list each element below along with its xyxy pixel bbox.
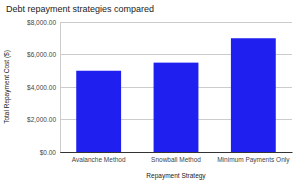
y-axis-line <box>60 23 61 153</box>
y-tick-label: $6,000.00 <box>27 51 56 58</box>
y-tick-label: $4,000.00 <box>27 84 56 91</box>
bars <box>76 38 276 152</box>
y-tick: $2,000.00 <box>27 116 60 123</box>
y-tick-label: $8,000.00 <box>27 19 56 26</box>
x-axis-line <box>61 152 293 153</box>
y-tick: $8,000.00 <box>27 19 60 26</box>
bar <box>154 63 199 152</box>
y-axis-title: Total Repayment Cost ($) <box>3 50 11 124</box>
y-axis: $0.00 $2,000.00 $4,000.00 $6,000.00 $8,000.0… <box>27 19 60 156</box>
background <box>0 0 300 186</box>
x-axis-title: Repayment Strategy <box>146 172 206 180</box>
x-tick: Avalanche Method <box>72 152 126 163</box>
grid <box>60 22 292 152</box>
title: Debt repayment strategies compared <box>6 4 154 14</box>
y-tick: $6,000.00 <box>27 51 60 58</box>
x-tick-label: Minimum Payments Only <box>217 156 290 164</box>
x-axis: Avalanche Method Snowball Method Minimum P… <box>61 152 293 164</box>
y-tick: $4,000.00 <box>27 84 60 91</box>
x-tick: Minimum Payments Only <box>217 152 290 164</box>
y-tick-label: $2,000.00 <box>27 116 56 123</box>
x-tick: Snowball Method <box>151 152 201 163</box>
x-tick-label: Avalanche Method <box>72 156 126 163</box>
grid-line <box>60 22 292 23</box>
bar <box>76 71 121 152</box>
x-tick-label: Snowball Method <box>151 156 201 163</box>
plot: $0.00 $2,000.00 $4,000.00 $6,000.00 $8,000.0… <box>27 19 292 164</box>
y-tick: $0.00 <box>40 149 60 156</box>
chart: $0.00 $2,000.00 $4,000.00 $6,000.00 $8,000.0… <box>0 0 300 186</box>
bar <box>231 38 276 152</box>
y-tick-label: $0.00 <box>40 149 57 156</box>
